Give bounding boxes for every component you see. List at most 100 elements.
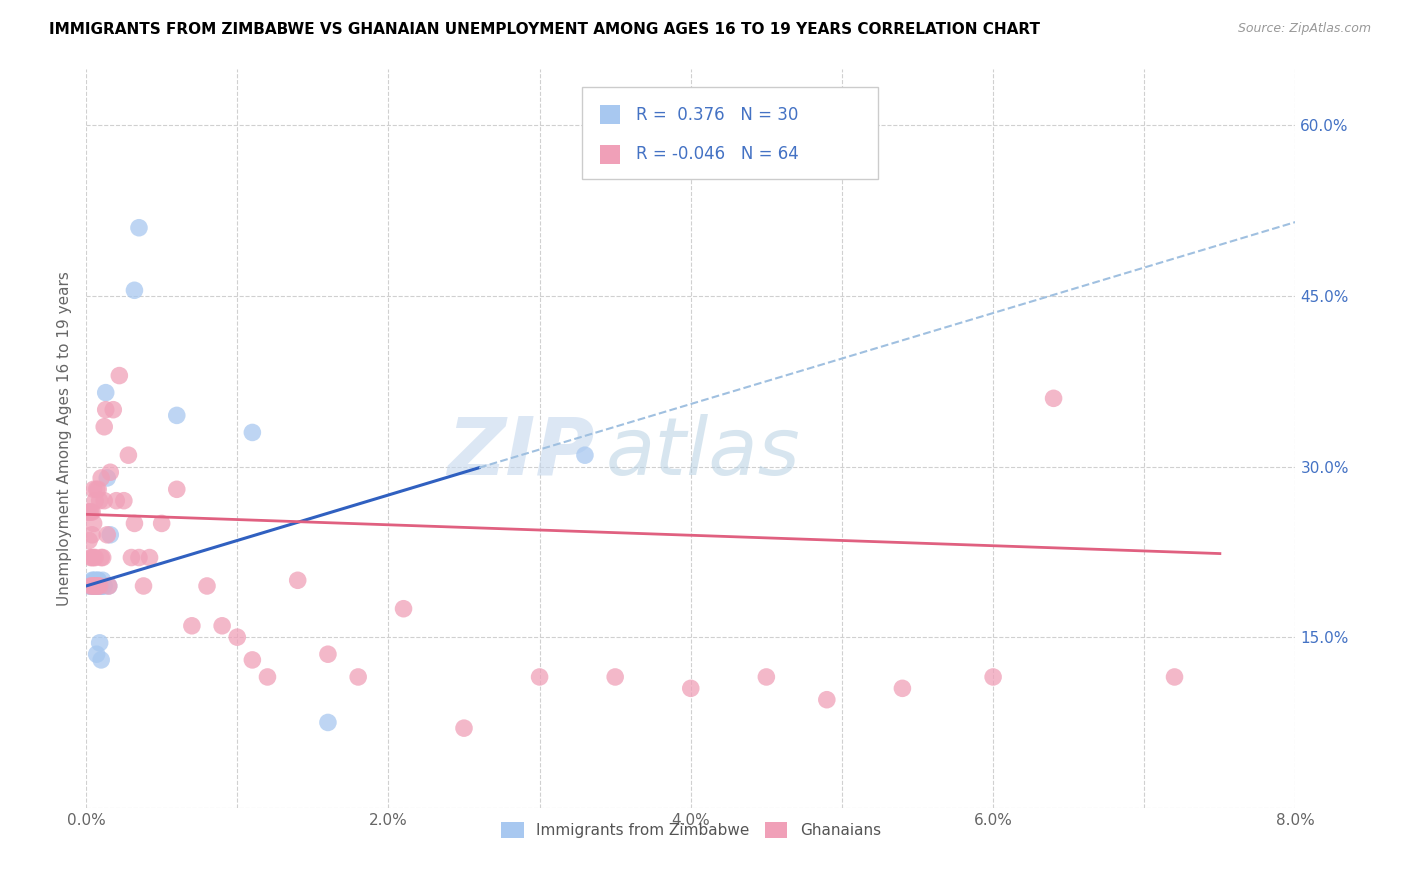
Point — [76, 505, 98, 519]
Point — [90, 550, 112, 565]
Point — [1042, 392, 1064, 406]
Point — [83, 516, 105, 531]
Point — [87, 574, 110, 588]
Legend: Immigrants from Zimbabwe, Ghanaians: Immigrants from Zimbabwe, Ghanaians — [495, 816, 887, 845]
Point — [83, 550, 105, 565]
Point — [94, 402, 117, 417]
Point — [97, 579, 120, 593]
Point — [86, 647, 108, 661]
Point — [256, 670, 278, 684]
Point — [96, 471, 118, 485]
Point — [87, 483, 110, 497]
Point — [605, 670, 627, 684]
Point — [108, 368, 131, 383]
Point — [86, 579, 108, 593]
Point — [981, 670, 1004, 684]
Point — [347, 670, 370, 684]
Point — [84, 579, 107, 593]
Point — [77, 579, 100, 593]
Point — [89, 636, 111, 650]
Point — [86, 579, 108, 593]
Point — [128, 550, 150, 565]
Point — [316, 715, 339, 730]
Point — [89, 579, 111, 593]
Point — [240, 653, 263, 667]
Point — [112, 493, 135, 508]
Point — [316, 647, 339, 661]
Point — [815, 692, 838, 706]
Text: IMMIGRANTS FROM ZIMBABWE VS GHANAIAN UNEMPLOYMENT AMONG AGES 16 TO 19 YEARS CORR: IMMIGRANTS FROM ZIMBABWE VS GHANAIAN UNE… — [49, 22, 1040, 37]
Point — [83, 579, 105, 593]
Point — [82, 528, 104, 542]
Point — [91, 579, 114, 593]
Point — [103, 402, 125, 417]
Point — [83, 483, 105, 497]
Point — [287, 574, 309, 588]
Point — [166, 409, 188, 423]
Point — [82, 574, 104, 588]
Point — [91, 550, 114, 565]
Text: atlas: atlas — [606, 414, 801, 491]
Text: Source: ZipAtlas.com: Source: ZipAtlas.com — [1237, 22, 1371, 36]
Point — [195, 579, 218, 593]
Point — [1163, 670, 1185, 684]
Point — [82, 505, 104, 519]
Point — [117, 448, 139, 462]
Point — [93, 579, 115, 593]
Point — [77, 533, 100, 548]
Point — [86, 483, 108, 497]
Point — [132, 579, 155, 593]
Point — [84, 579, 107, 593]
Point — [97, 579, 120, 593]
Point — [84, 493, 107, 508]
Point — [84, 550, 107, 565]
Text: R =  0.376   N = 30: R = 0.376 N = 30 — [637, 105, 799, 123]
Point — [240, 425, 263, 440]
Point — [82, 550, 104, 565]
Point — [120, 550, 142, 565]
Point — [150, 516, 173, 531]
Point — [87, 574, 110, 588]
Point — [138, 550, 160, 565]
Point — [124, 283, 146, 297]
Point — [226, 630, 249, 644]
Point — [77, 505, 100, 519]
Point — [679, 681, 702, 696]
Point — [128, 220, 150, 235]
Point — [79, 579, 101, 593]
Point — [211, 619, 233, 633]
Point — [94, 385, 117, 400]
Point — [98, 528, 121, 542]
Point — [84, 574, 107, 588]
Y-axis label: Unemployment Among Ages 16 to 19 years: Unemployment Among Ages 16 to 19 years — [58, 270, 72, 606]
Point — [180, 619, 202, 633]
Point — [124, 516, 146, 531]
Point — [83, 579, 105, 593]
Point — [83, 579, 105, 593]
Text: ZIP: ZIP — [447, 414, 593, 491]
Point — [90, 471, 112, 485]
Point — [392, 601, 415, 615]
Point — [79, 550, 101, 565]
Point — [87, 579, 110, 593]
Text: R = -0.046   N = 64: R = -0.046 N = 64 — [637, 145, 799, 163]
Point — [91, 574, 114, 588]
Point — [755, 670, 778, 684]
Point — [93, 419, 115, 434]
FancyBboxPatch shape — [582, 87, 879, 179]
Point — [166, 483, 188, 497]
Point — [105, 493, 128, 508]
Point — [89, 493, 111, 508]
Point — [83, 574, 105, 588]
Point — [90, 653, 112, 667]
Point — [453, 721, 475, 735]
Point — [79, 579, 101, 593]
Point — [96, 528, 118, 542]
Point — [89, 579, 111, 593]
Point — [891, 681, 914, 696]
Point — [82, 579, 104, 593]
Point — [87, 579, 110, 593]
Point — [574, 448, 596, 462]
Point — [79, 505, 101, 519]
Point — [90, 579, 112, 593]
